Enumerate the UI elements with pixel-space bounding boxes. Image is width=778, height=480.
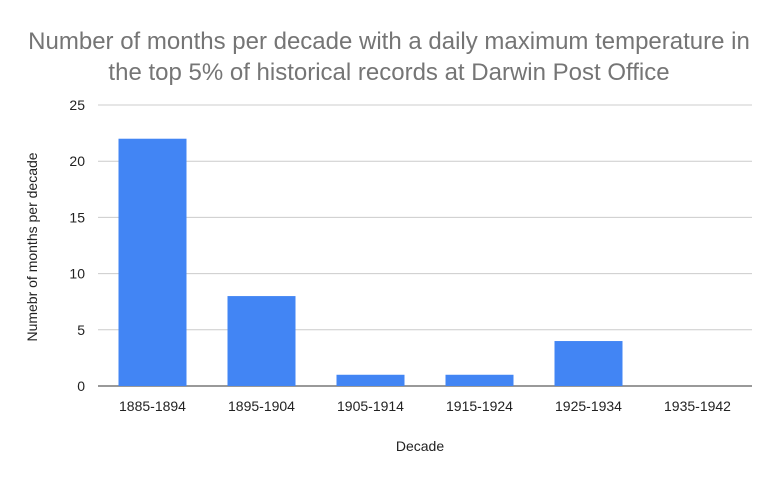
x-tick-label: 1925-1934 [555, 398, 622, 414]
bars [118, 138, 623, 386]
y-tick-label: 15 [69, 209, 85, 225]
bar-1885-1894[interactable] [118, 138, 187, 386]
chart-title-line-1: Number of months per decade with a daily… [28, 28, 750, 55]
x-tick-label: 1905-1914 [337, 398, 404, 414]
bar-1905-1914[interactable] [336, 374, 405, 386]
gridlines [98, 104, 752, 387]
y-tick-label: 5 [77, 322, 85, 338]
x-tick-label: 1935-1942 [664, 398, 731, 414]
bar-1915-1924[interactable] [445, 374, 514, 386]
y-tick-label: 20 [69, 153, 85, 169]
y-tick-labels: 0 5 10 15 20 25 [69, 97, 85, 394]
y-tick-label: 10 [69, 266, 85, 282]
x-axis-title: Decade [396, 438, 444, 454]
chart-title-line-2: the top 5% of historical records at Darw… [108, 59, 670, 86]
bar-1925-1934[interactable] [554, 341, 623, 386]
x-tick-label: 1885-1894 [119, 398, 186, 414]
y-tick-label: 25 [69, 97, 85, 113]
bar-1895-1904[interactable] [227, 296, 296, 386]
y-axis-title: Numebr of months per decade [24, 152, 40, 341]
x-tick-label: 1895-1904 [228, 398, 295, 414]
x-tick-labels: 1885-1894 1895-1904 1905-1914 1915-1924 1925… [119, 398, 731, 414]
chart-title: Number of months per decade with a daily… [0, 26, 778, 88]
x-tick-label: 1915-1924 [446, 398, 513, 414]
y-tick-label: 0 [77, 378, 85, 394]
